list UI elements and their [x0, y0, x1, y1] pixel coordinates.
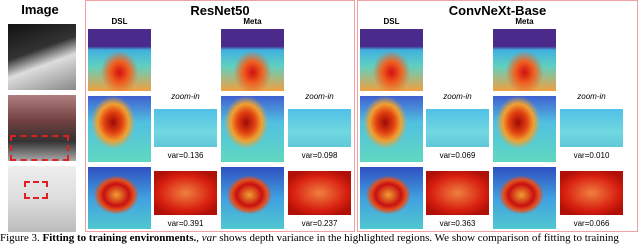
photo	[8, 24, 76, 90]
depth-map	[360, 29, 423, 91]
depth-map	[221, 29, 284, 91]
depth-map	[88, 167, 151, 229]
zoom-map	[426, 171, 489, 215]
caption-emphasis: var	[201, 233, 217, 244]
depth-map	[221, 96, 284, 162]
caption-heading: Fitting to training environments.	[42, 233, 197, 244]
zoom-label: zoom-in	[305, 92, 334, 101]
variance-label: var=0.098	[301, 151, 338, 160]
zoom-label: zoom-in	[171, 92, 200, 101]
depth-map	[221, 167, 284, 229]
panel-title: ConvNeXt-Base	[448, 3, 547, 18]
variance-label: var=0.391	[167, 219, 204, 228]
panel: ConvNeXt-Base DSL zoom-in var=0.069 var=0.36…	[357, 0, 638, 232]
depth-map	[493, 96, 556, 162]
depth-map	[88, 29, 151, 91]
zoom-map	[560, 171, 623, 215]
highlight-box	[24, 181, 48, 199]
variance-label: var=0.066	[573, 219, 610, 228]
zoom-map	[288, 171, 351, 215]
variance-label: var=0.010	[573, 151, 610, 160]
column-header: Image	[21, 2, 59, 17]
variance-label: var=0.136	[167, 151, 204, 160]
zoom-map	[288, 109, 351, 147]
zoom-map	[154, 171, 217, 215]
depth-map	[360, 167, 423, 229]
variance-label: var=0.069	[439, 151, 476, 160]
zoom-label: zoom-in	[443, 92, 472, 101]
depth-map	[493, 29, 556, 91]
variance-label: var=0.237	[301, 219, 338, 228]
zoom-map	[560, 109, 623, 147]
zoom-label: zoom-in	[577, 92, 606, 101]
caption-label: Figure 3.	[0, 233, 40, 244]
panel-title: ResNet50	[190, 3, 250, 18]
panel: ResNet50 DSL zoom-in var=0.136 var=0.391 Meta…	[85, 0, 355, 232]
column-label: DSL	[111, 17, 128, 26]
depth-map	[88, 96, 151, 162]
variance-label: var=0.363	[439, 219, 476, 228]
depth-map	[360, 96, 423, 162]
column-label: DSL	[383, 17, 400, 26]
caption: Figure 3. Fitting to training environmen…	[0, 233, 619, 244]
caption-text: shows depth variance in the highlighted …	[219, 233, 619, 244]
highlight-box	[10, 135, 69, 161]
zoom-map	[426, 109, 489, 147]
photo	[8, 95, 76, 161]
zoom-map	[154, 109, 217, 147]
column-label: Meta	[243, 17, 262, 26]
column-label: Meta	[515, 17, 534, 26]
depth-map	[493, 167, 556, 229]
photo	[8, 166, 76, 232]
